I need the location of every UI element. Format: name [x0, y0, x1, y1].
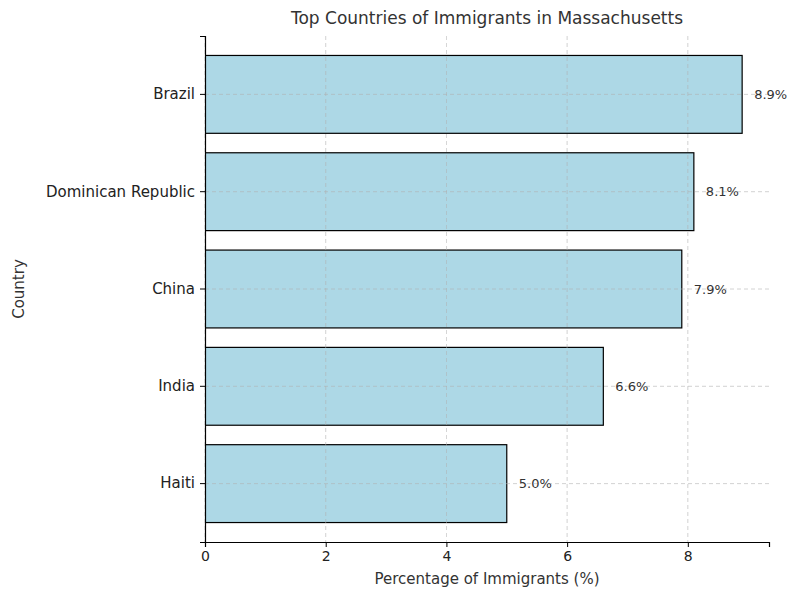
grid-line [205, 191, 769, 192]
y-tick-label: Haiti [160, 474, 195, 492]
grid [205, 36, 769, 542]
y-tick: China [152, 280, 205, 298]
x-tick: 2 [322, 542, 331, 564]
y-tick-mark [200, 289, 205, 290]
y-tick-mark [200, 94, 205, 95]
data-label: 7.9% [694, 282, 727, 297]
data-label: 5.0% [519, 476, 552, 491]
plot-area: 0 2 4 6 8 Brazil Dominican Republic China India H… [46, 36, 787, 564]
data-label: 8.1% [706, 184, 739, 199]
y-tick-label: Dominican Republic [46, 182, 195, 200]
grid-line [205, 289, 769, 290]
data-label: 6.6% [615, 379, 648, 394]
y-tick-mark [200, 483, 205, 484]
x-tick-label: 6 [563, 548, 572, 564]
x-tick: 8 [684, 542, 693, 564]
x-tick-mark [446, 542, 447, 547]
y-tick-label: India [158, 377, 195, 395]
x-tick-mark [326, 542, 327, 547]
x-tick-label: 8 [684, 548, 693, 564]
x-tick: 4 [442, 542, 451, 564]
x-tick-label: 2 [322, 548, 331, 564]
y-tick: Haiti [160, 474, 205, 492]
x-tick-label: 4 [442, 548, 451, 564]
x-axis-line [206, 543, 770, 548]
y-tick-label: Brazil [153, 85, 195, 103]
y-tick-mark [200, 386, 205, 387]
y-axis-title: Country [10, 259, 28, 319]
x-tick-label: 0 [201, 548, 210, 564]
grid-line [205, 386, 769, 387]
y-tick-label: China [152, 280, 195, 298]
grid-line [205, 94, 769, 95]
x-axis-title: Percentage of Immigrants (%) [375, 570, 600, 588]
x-tick-mark [688, 542, 689, 547]
grid-line [205, 483, 769, 484]
data-label: 8.9% [754, 87, 787, 102]
x-axis: 0 2 4 6 8 [201, 542, 769, 564]
y-tick: Dominican Republic [46, 182, 205, 200]
data-labels: 8.9% 8.1% 7.9% 6.6% 5.0% [519, 87, 787, 491]
grid-line [567, 36, 568, 542]
x-tick: 0 [201, 542, 210, 564]
x-tick: 6 [563, 542, 572, 564]
y-axis: Brazil Dominican Republic China India Haiti [46, 37, 206, 543]
chart: 0 2 4 6 8 Brazil Dominican Republic China India H… [0, 0, 800, 596]
x-tick-mark [567, 542, 568, 547]
y-tick: India [158, 377, 205, 395]
y-tick: Brazil [153, 85, 205, 103]
y-tick-mark [200, 191, 205, 192]
title: Top Countries of Immigrants in Massachus… [290, 8, 683, 28]
y-axis-line [200, 37, 206, 543]
